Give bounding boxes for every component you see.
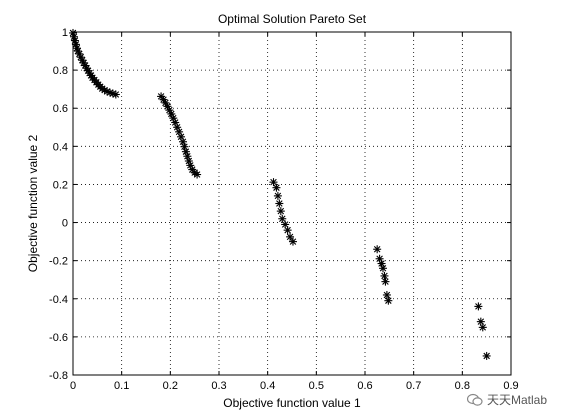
data-point [273, 191, 282, 200]
wechat-icon [466, 393, 483, 406]
chart-title: Optimal Solution Pareto Set [218, 12, 367, 26]
data-point [380, 271, 389, 280]
data-point [111, 90, 120, 99]
data-point [70, 36, 79, 45]
data-point [474, 302, 483, 311]
x-tick-label: 0 [70, 380, 76, 392]
data-point [379, 264, 388, 273]
data-point [382, 290, 391, 299]
data-point [276, 207, 285, 216]
x-tick-label: 0.4 [260, 380, 275, 392]
data-points [69, 28, 491, 360]
y-tick-label: -0.8 [49, 370, 68, 382]
y-tick-label: 0.8 [53, 65, 68, 77]
y-tick-label: 0.4 [53, 141, 68, 153]
data-point [381, 277, 390, 286]
data-point [286, 232, 295, 241]
y-tick-label: 0.2 [53, 179, 68, 191]
x-tick-label: 0.9 [503, 380, 518, 392]
x-tick-label: 0.8 [455, 380, 470, 392]
data-point [384, 296, 393, 305]
x-tick-label: 0.7 [406, 380, 421, 392]
data-point [193, 170, 202, 179]
y-tick-label: -0.4 [49, 294, 68, 306]
axis-ticks [72, 31, 512, 376]
x-tick-label: 0.1 [114, 380, 129, 392]
data-point [373, 245, 382, 254]
y-tick-label: 1 [62, 27, 68, 39]
data-point [272, 183, 281, 192]
y-tick-label: -0.2 [49, 256, 68, 268]
x-tick-label: 0.6 [357, 380, 372, 392]
y-tick-label: 0.6 [53, 103, 68, 115]
plot-frame [72, 31, 512, 376]
watermark: 天天Matlab [466, 391, 547, 408]
grid-lines [73, 32, 511, 375]
data-point [275, 199, 284, 208]
data-point [169, 114, 178, 123]
x-tick-label: 0.2 [163, 380, 178, 392]
data-point [482, 351, 491, 360]
data-point [278, 214, 287, 223]
x-tick-label: 0.5 [309, 380, 324, 392]
y-tick-labels: -0.8 -0.6 -0.4 -0.2 0 0.2 0.4 0.6 0.8 1 [49, 27, 68, 382]
data-point [183, 152, 192, 161]
x-axis-title: Objective function value 1 [223, 396, 361, 410]
data-point [269, 178, 278, 187]
watermark-text: 天天Matlab [486, 393, 547, 407]
x-tick-label: 0.3 [211, 380, 226, 392]
data-point [163, 102, 172, 111]
x-tick-labels: 0 0.1 0.2 0.3 0.4 0.5 0.6 0.7 0.8 0.9 [70, 380, 519, 392]
y-axis-title: Objective function value 2 [26, 134, 40, 272]
data-point [478, 323, 487, 332]
data-point [288, 237, 297, 246]
data-point [283, 226, 292, 235]
y-tick-label: -0.6 [49, 332, 68, 344]
y-tick-label: 0 [62, 218, 68, 230]
data-point [476, 317, 485, 326]
